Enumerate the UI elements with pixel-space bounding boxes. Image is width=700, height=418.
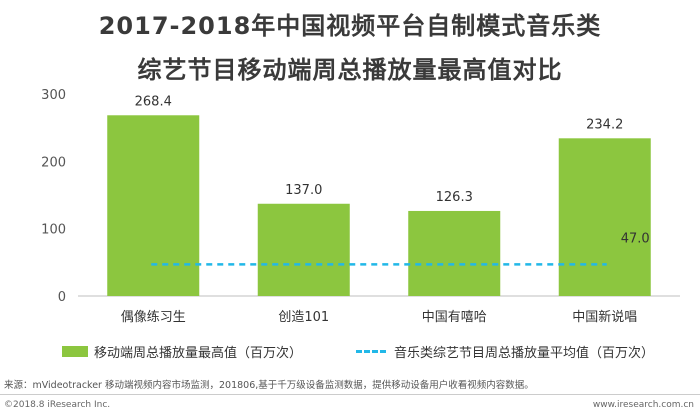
- bar-data-label: 268.4: [135, 94, 172, 109]
- bar: [257, 203, 350, 296]
- bar-data-label: 137.0: [285, 183, 322, 198]
- category-label: 偶像练习生: [121, 310, 186, 325]
- bar-data-label: 126.3: [436, 190, 473, 205]
- bar-data-label: 234.2: [586, 117, 623, 132]
- chart-title-line-1: 2017-2018年中国视频平台自制模式音乐类: [98, 12, 602, 40]
- bar: [558, 138, 651, 296]
- y-tick-label: 200: [41, 155, 66, 170]
- legend-label-bar: 移动端周总播放量最高值（百万次）: [94, 346, 303, 361]
- website-text: www.iresearch.com.cn: [592, 400, 694, 410]
- chart-title-line-2: 综艺节目移动端周总播放量最高值对比: [137, 56, 563, 84]
- average-line-label: 47.0: [621, 231, 650, 246]
- bar: [107, 115, 200, 296]
- footer-divider: [0, 394, 700, 395]
- source-note: 来源：mVideotracker 移动端视频内容市场监测，201806,基于千万…: [4, 380, 534, 391]
- y-tick-label: 0: [58, 290, 66, 305]
- copyright-text: ©2018.8 iResearch Inc.: [4, 400, 111, 410]
- category-label: 中国有嘻哈: [422, 310, 487, 325]
- y-tick-label: 300: [41, 88, 66, 103]
- legend-swatch-bar: [62, 346, 88, 357]
- category-label: 创造101: [278, 310, 329, 325]
- legend-item-bar: 移动端周总播放量最高值（百万次）: [62, 342, 302, 361]
- category-label: 中国新说唱: [572, 309, 637, 325]
- y-tick-label: 100: [41, 223, 66, 238]
- bar: [408, 210, 501, 296]
- legend-label-line: 音乐类综艺节目周总播放量平均值（百万次）: [394, 346, 655, 361]
- legend-item-line: 音乐类综艺节目周总播放量平均值（百万次）: [356, 342, 654, 361]
- legend-swatch-line: [356, 350, 386, 353]
- bar-chart: 0 100 200 300 268.4 偶像练习生 137.0 创造101 126.3 中国有嘻…: [41, 88, 680, 325]
